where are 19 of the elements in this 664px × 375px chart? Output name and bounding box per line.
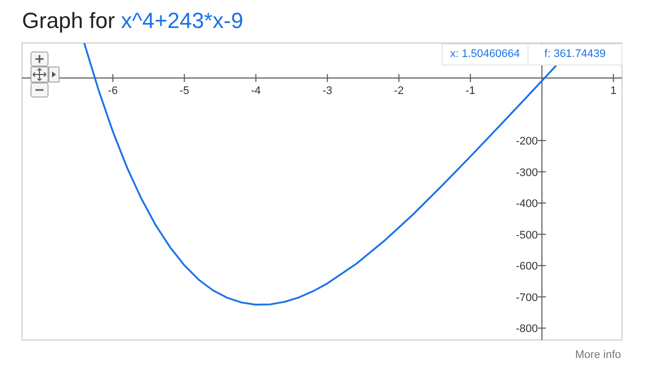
chart-subtitle: x^4+243*x-9	[120, 8, 244, 33]
x-tick-label: -4	[250, 85, 261, 98]
x-tick-label: -3	[322, 85, 332, 98]
x-tick-label: -6	[108, 85, 118, 98]
annotation: x: 1.50460664	[450, 48, 520, 60]
text: More info	[575, 349, 621, 361]
annotation: f: 361.74439	[544, 48, 606, 60]
x-tick-label: -5	[179, 85, 190, 98]
x-tick-label: 1	[610, 85, 616, 98]
x-tick-label: -2	[394, 85, 404, 98]
y-tick-label: -200	[516, 136, 538, 148]
y-tick-label: -700	[516, 292, 538, 304]
chart-title: Graph for	[22, 8, 115, 33]
y-tick-label: -800	[516, 323, 538, 336]
y-tick-label: -600	[516, 260, 538, 273]
y-tick-label: -400	[516, 198, 538, 210]
y-tick-label: -300	[516, 166, 538, 179]
x-tick-label: -1	[466, 85, 476, 98]
y-tick-label: -500	[516, 229, 538, 242]
